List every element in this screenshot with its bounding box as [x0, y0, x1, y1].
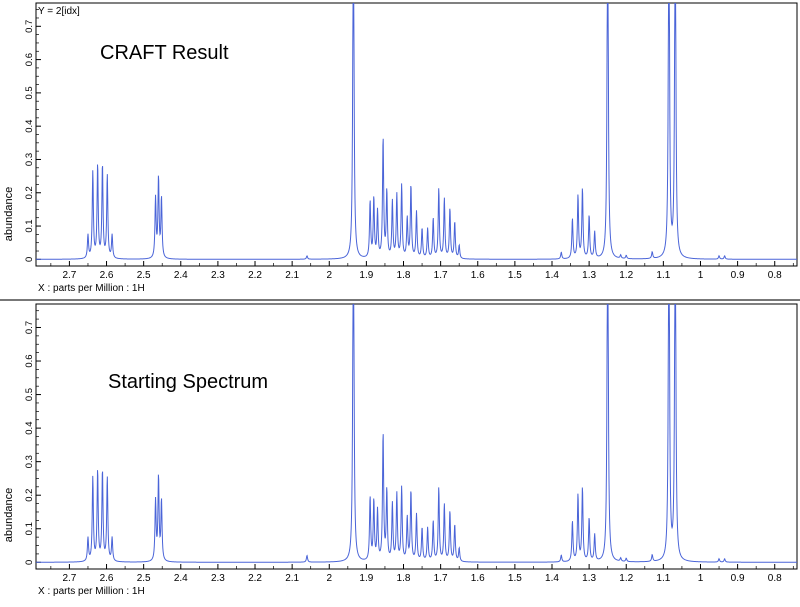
- x-tick-label: 1.3: [582, 573, 596, 584]
- x-tick-label: 1.4: [545, 573, 559, 584]
- x-tick-label: 2: [326, 270, 332, 281]
- chart-panel-bottom: 0 0.1 0.2 0.3 0.4 0.5 0.6 0.7 2.7 2.6 2.5 2.4 2.3 2.2…: [0, 301, 800, 602]
- x-tick-label: 2.2: [248, 270, 262, 281]
- x-tick-label: 2.7: [62, 270, 76, 281]
- spectrum-line: [36, 304, 797, 563]
- chart-title-bottom: Starting Spectrum: [108, 371, 269, 393]
- x-tick-label: 2.3: [211, 270, 225, 281]
- y-tick-label: 0.5: [24, 86, 35, 99]
- x-tick-label: 2.5: [137, 270, 151, 281]
- x-tick-label: 1.6: [471, 270, 485, 281]
- x-tick-label: 0.8: [768, 573, 782, 584]
- x-tick-label: 2: [326, 573, 332, 584]
- spectrum-plot-bottom[interactable]: 0 0.1 0.2 0.3 0.4 0.5 0.6 0.7 2.7 2.6 2.5 2.4 2.3 2.2…: [0, 301, 800, 602]
- x-tick-label: 2.2: [248, 573, 262, 584]
- y-tick-label: 0.4: [24, 422, 35, 435]
- x-tick-label: 0.9: [731, 270, 745, 281]
- y-tick-label: 0.7: [24, 321, 35, 334]
- x-tick-label: 2.5: [137, 573, 151, 584]
- x-tick-label: 1.8: [397, 270, 411, 281]
- y-tick-label: 0.3: [24, 153, 35, 166]
- y-tick-label: 0.1: [24, 219, 35, 232]
- x-tick-label: 2.1: [285, 573, 299, 584]
- x-tick-label: 2.4: [174, 573, 188, 584]
- y-axis-label-top: abundance: [3, 186, 16, 242]
- panel-divider: [0, 299, 800, 301]
- y-tick-label: 0.3: [24, 455, 35, 468]
- y-axis-label-bottom: abundance: [3, 487, 16, 543]
- y-tick-label: 0.2: [24, 489, 35, 502]
- y-tick-label: 0: [24, 560, 35, 565]
- x-tick-label: 2.6: [100, 573, 114, 584]
- y-tick-label: 0.6: [24, 354, 35, 367]
- y-tick-label: 0.1: [24, 522, 35, 535]
- x-tick-label: 1.7: [434, 270, 448, 281]
- x-tick-label: 1.9: [359, 270, 373, 281]
- x-tick-label: 2.6: [100, 270, 114, 281]
- x-axis-label-bottom: X : parts per Million : 1H: [38, 586, 145, 597]
- y-tick-label: 0.6: [24, 53, 35, 66]
- x-tick-label: 1.5: [508, 270, 522, 281]
- chart-panel-top: 0 0.1 0.2 0.3 0.4 0.5 0.6 0.7 2.7 2.6 2.5 2.4 2.3 2.2…: [0, 0, 800, 299]
- x-tick-label: 2.3: [211, 573, 225, 584]
- y-index-label: Y = 2[idx]: [38, 6, 80, 17]
- x-tick-label: 1.3: [582, 270, 596, 281]
- x-tick-label: 2.1: [285, 270, 299, 281]
- x-tick-label: 1.7: [434, 573, 448, 584]
- x-tick-label: 2.7: [62, 573, 76, 584]
- x-axis-label-top: X : parts per Million : 1H: [38, 283, 145, 294]
- x-tick-label: 1.4: [545, 270, 559, 281]
- x-tick-label: 1.1: [656, 270, 670, 281]
- x-tick-label: 0.9: [731, 573, 745, 584]
- x-tick-label: 0.8: [768, 270, 782, 281]
- x-tick-label: 1.2: [619, 573, 633, 584]
- spectrum-plot-top[interactable]: 0 0.1 0.2 0.3 0.4 0.5 0.6 0.7 2.7 2.6 2.5 2.4 2.3 2.2…: [0, 0, 800, 299]
- spectrum-line: [36, 3, 797, 260]
- chart-title-top: CRAFT Result: [100, 42, 229, 64]
- y-tick-label: 0: [24, 257, 35, 262]
- y-tick-label: 0.2: [24, 186, 35, 199]
- x-tick-label: 1.1: [656, 573, 670, 584]
- x-tick-label: 1.5: [508, 573, 522, 584]
- x-tick-label: 1.8: [397, 573, 411, 584]
- y-tick-label: 0.4: [24, 120, 35, 133]
- x-tick-label: 1.9: [359, 573, 373, 584]
- x-tick-label: 1.6: [471, 573, 485, 584]
- y-tick-label: 0.5: [24, 388, 35, 401]
- x-tick-label: 1.2: [619, 270, 633, 281]
- x-tick-label: 1: [698, 573, 704, 584]
- x-tick-label: 2.4: [174, 270, 188, 281]
- y-tick-label: 0.7: [24, 20, 35, 33]
- x-tick-label: 1: [698, 270, 704, 281]
